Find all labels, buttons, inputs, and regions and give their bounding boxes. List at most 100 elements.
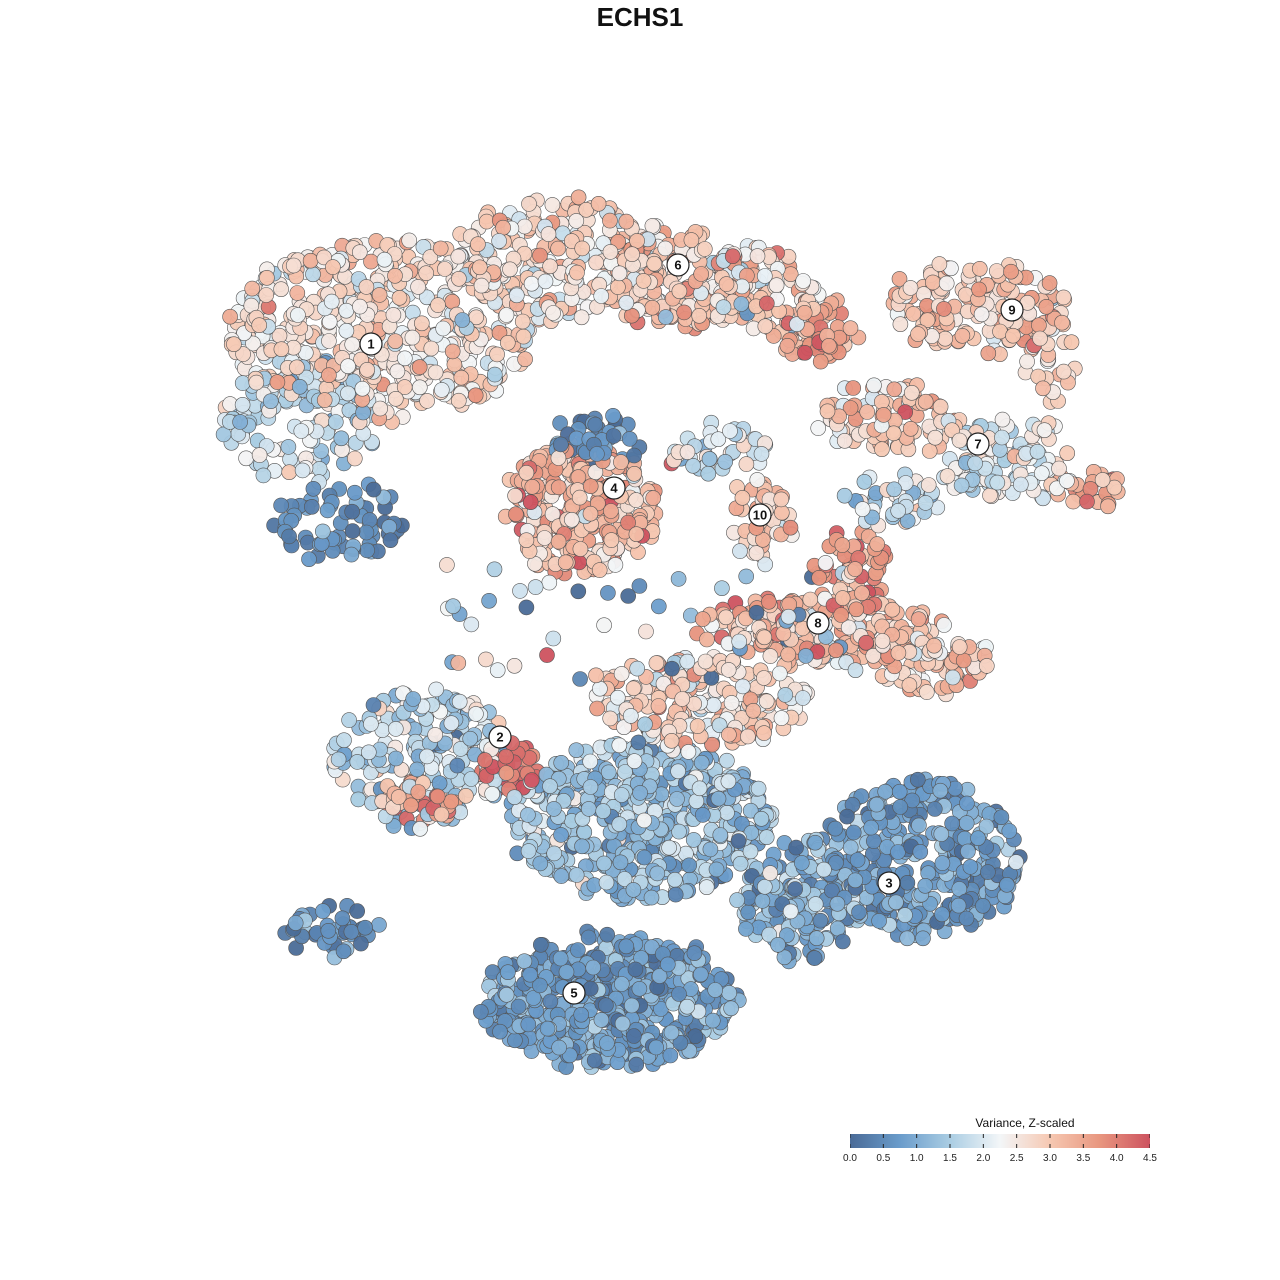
data-point bbox=[679, 998, 696, 1015]
data-point bbox=[756, 878, 773, 895]
data-point bbox=[550, 450, 567, 466]
data-point bbox=[472, 1003, 489, 1020]
data-point bbox=[720, 662, 737, 678]
data-point bbox=[951, 432, 968, 449]
data-point bbox=[886, 481, 902, 498]
data-point bbox=[251, 447, 268, 463]
data-point bbox=[532, 936, 549, 953]
data-point bbox=[520, 1016, 537, 1033]
data-point bbox=[568, 213, 585, 229]
cluster-label-text: 9 bbox=[1008, 303, 1015, 318]
data-point bbox=[582, 753, 599, 770]
data-point bbox=[450, 392, 467, 409]
data-point bbox=[845, 380, 862, 396]
data-point bbox=[391, 289, 408, 306]
data-point bbox=[715, 299, 732, 316]
legend-tick-label: 2.0 bbox=[976, 1153, 991, 1164]
data-point bbox=[704, 1012, 721, 1029]
data-point bbox=[624, 246, 640, 262]
data-point bbox=[593, 288, 610, 304]
data-point bbox=[657, 309, 674, 325]
data-point bbox=[558, 964, 575, 980]
data-point bbox=[612, 854, 629, 871]
data-point bbox=[740, 728, 756, 745]
data-point bbox=[958, 815, 975, 831]
data-point bbox=[234, 396, 251, 413]
data-point bbox=[599, 926, 616, 943]
data-point bbox=[699, 631, 715, 648]
data-point bbox=[1012, 476, 1029, 493]
data-point bbox=[899, 930, 916, 947]
data-point bbox=[903, 384, 920, 401]
data-point bbox=[527, 579, 544, 595]
data-point bbox=[600, 764, 617, 781]
data-point bbox=[291, 378, 308, 395]
data-point bbox=[620, 588, 637, 604]
data-point bbox=[315, 903, 331, 919]
data-point bbox=[982, 487, 998, 504]
data-point bbox=[629, 233, 645, 249]
legend-tick-label: 0.5 bbox=[876, 1153, 891, 1164]
data-point bbox=[557, 554, 574, 571]
data-point bbox=[1059, 445, 1075, 462]
data-point bbox=[568, 742, 585, 759]
data-point bbox=[365, 481, 382, 498]
data-point bbox=[452, 741, 469, 757]
data-point bbox=[845, 824, 862, 841]
data-point bbox=[645, 490, 662, 506]
data-point bbox=[403, 797, 419, 814]
data-point bbox=[863, 819, 879, 836]
data-point bbox=[522, 494, 539, 511]
data-point bbox=[663, 732, 680, 749]
data-point bbox=[734, 489, 751, 506]
data-point bbox=[797, 344, 813, 361]
data-point bbox=[359, 542, 375, 559]
data-point bbox=[644, 218, 661, 234]
data-point bbox=[628, 1056, 645, 1073]
data-point bbox=[550, 240, 566, 257]
data-point bbox=[338, 322, 355, 339]
data-point bbox=[688, 793, 705, 809]
data-point bbox=[787, 881, 804, 897]
data-point bbox=[582, 779, 599, 795]
data-point bbox=[419, 393, 435, 409]
data-point bbox=[251, 317, 268, 334]
data-point bbox=[667, 871, 683, 888]
data-point bbox=[410, 279, 426, 295]
data-point bbox=[573, 309, 590, 326]
data-point bbox=[523, 772, 540, 788]
data-point bbox=[721, 726, 737, 743]
data-point bbox=[290, 307, 306, 323]
data-point bbox=[926, 801, 943, 817]
data-point bbox=[780, 608, 797, 625]
data-point bbox=[471, 259, 488, 276]
data-point bbox=[871, 913, 887, 929]
data-point bbox=[748, 604, 765, 621]
data-point bbox=[793, 855, 810, 871]
data-point bbox=[938, 275, 955, 292]
data-point bbox=[311, 461, 328, 477]
data-point bbox=[602, 244, 619, 260]
data-point bbox=[698, 879, 715, 896]
data-point bbox=[498, 765, 515, 781]
data-point bbox=[359, 361, 376, 378]
data-point bbox=[631, 980, 648, 997]
data-point bbox=[433, 382, 450, 398]
data-point bbox=[621, 431, 638, 447]
data-point bbox=[734, 678, 751, 695]
data-point bbox=[607, 557, 624, 573]
data-point bbox=[352, 298, 368, 315]
data-point bbox=[833, 607, 849, 623]
data-point bbox=[926, 637, 942, 654]
data-point bbox=[327, 414, 344, 430]
cluster-label-4: 4 bbox=[602, 476, 626, 500]
data-point bbox=[934, 855, 951, 871]
data-point bbox=[874, 633, 891, 649]
data-point bbox=[868, 796, 885, 813]
data-point bbox=[992, 323, 1008, 340]
data-point bbox=[335, 943, 352, 960]
data-point bbox=[834, 933, 851, 950]
data-point bbox=[670, 763, 686, 780]
data-point bbox=[524, 478, 541, 495]
data-point bbox=[691, 780, 708, 797]
